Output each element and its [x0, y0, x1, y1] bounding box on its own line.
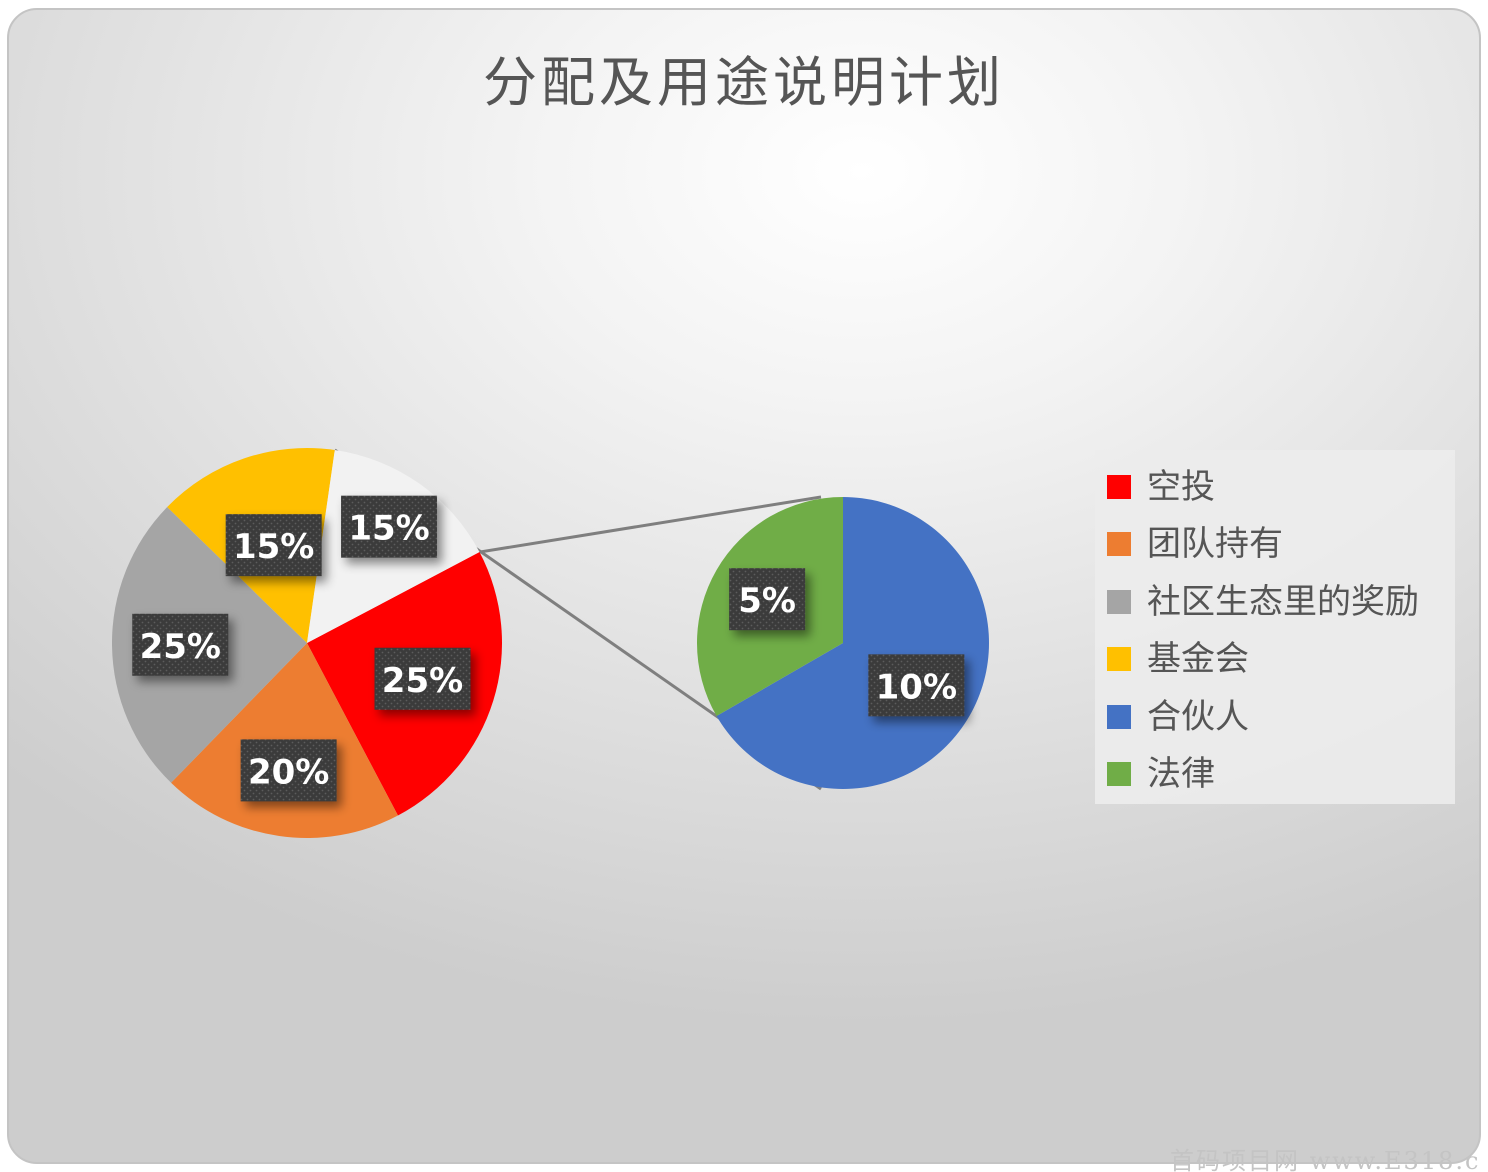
data-label-4: 15% — [225, 514, 322, 577]
legend: 空投团队持有社区生态里的奖励 基金会合伙人法律 — [1095, 450, 1455, 804]
secondary-data-label-2: 5% — [729, 568, 806, 631]
svg-text:10%: 10% — [876, 667, 957, 707]
legend-item: 合伙人 — [1095, 688, 1455, 746]
legend-item: 法律 — [1095, 746, 1455, 804]
svg-text:25%: 25% — [382, 661, 463, 701]
legend-label: 法律 — [1147, 754, 1215, 795]
legend-label: 合伙人 — [1147, 696, 1249, 737]
data-labels: 25% 20% 25% 15% 15% 10% 5% — [132, 495, 965, 802]
legend-label: 社区生态里的奖励 — [1147, 581, 1419, 622]
svg-text:20%: 20% — [248, 752, 329, 792]
legend-swatch — [1107, 704, 1131, 729]
data-label-2: 20% — [240, 739, 337, 802]
legend-swatch — [1107, 647, 1131, 672]
svg-text:5%: 5% — [738, 581, 796, 621]
svg-text:25%: 25% — [140, 627, 221, 667]
data-label-1: 25% — [374, 647, 471, 710]
legend-item: 基金会 — [1095, 631, 1455, 689]
secondary-data-label-1: 10% — [868, 654, 965, 717]
legend-label: 空投 — [1147, 466, 1215, 507]
legend-label: 团队持有 — [1147, 524, 1283, 565]
legend-swatch — [1107, 474, 1131, 499]
chart-title: 分配及用途说明计划 — [483, 51, 1005, 114]
data-label-3: 25% — [132, 613, 229, 676]
connector-line-top — [479, 495, 822, 554]
svg-text:15%: 15% — [348, 509, 429, 549]
legend-label: 基金会 — [1147, 639, 1249, 680]
data-label-5: 15% — [341, 495, 438, 558]
secondary-pie — [696, 496, 989, 789]
svg-text:15%: 15% — [233, 527, 314, 567]
legend-swatch — [1107, 589, 1131, 614]
legend-item: 空投 — [1095, 458, 1455, 516]
legend-item: 社区生态里的奖励 — [1095, 573, 1455, 631]
watermark: 首码项目网 www.E318.c — [1170, 1147, 1481, 1172]
legend-item: 团队持有 — [1095, 516, 1455, 574]
legend-swatch — [1107, 762, 1131, 787]
legend-swatch — [1107, 532, 1131, 557]
